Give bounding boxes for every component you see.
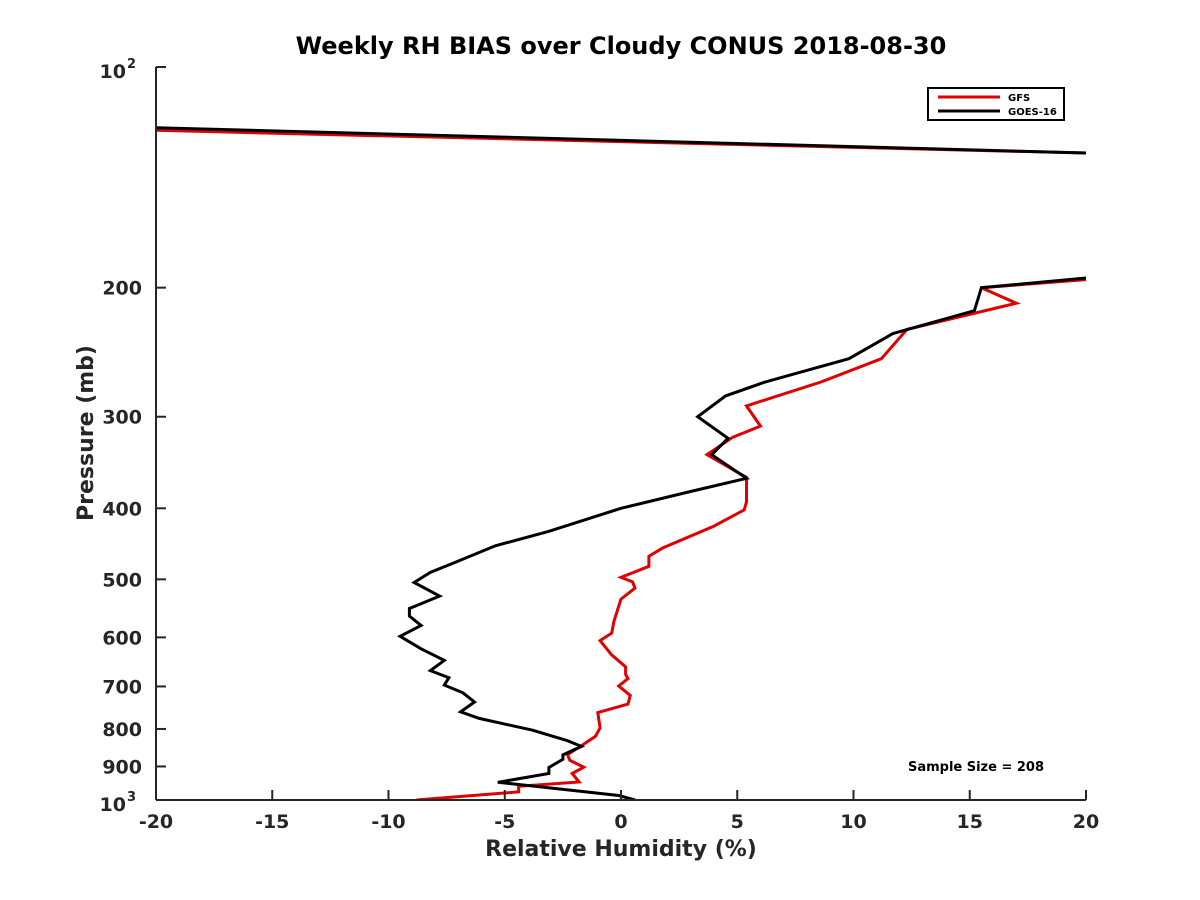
y-tick-label: 800 xyxy=(102,719,142,741)
x-tick-label: 0 xyxy=(614,811,627,833)
y-tick-label: 10 xyxy=(100,61,126,83)
legend-label: GFS xyxy=(1008,93,1030,104)
x-tick-label: 5 xyxy=(731,811,744,833)
y-tick-label: 200 xyxy=(102,278,142,300)
x-tick-label: -10 xyxy=(371,811,405,833)
chart-title: Weekly RH BIAS over Cloudy CONUS 2018-08… xyxy=(296,32,947,60)
x-tick-label: 15 xyxy=(957,811,983,833)
legend-box xyxy=(927,87,1065,121)
legend: GFS GOES-16 xyxy=(927,87,1065,121)
y-tick-label: 10 xyxy=(100,794,126,816)
y-tick-label: 300 xyxy=(102,407,142,429)
plot-area xyxy=(156,126,1086,800)
x-tick-label: 20 xyxy=(1073,811,1099,833)
series-line-goes-16-2 xyxy=(397,276,1086,800)
y-tick-label: 500 xyxy=(102,569,142,591)
x-tick-label: -5 xyxy=(494,811,515,833)
x-tick-label: -15 xyxy=(255,811,289,833)
series-line-goes-16-1 xyxy=(156,126,1086,155)
y-tick-label: 400 xyxy=(102,498,142,520)
series-line-gfs-2 xyxy=(416,278,1086,800)
x-tick-label: -20 xyxy=(139,811,173,833)
y-tick-label: 600 xyxy=(102,627,142,649)
y-tick-exponent: 2 xyxy=(127,57,136,72)
sample-size-annotation: Sample Size = 208 xyxy=(908,760,1044,775)
y-tick-exponent: 3 xyxy=(127,790,136,805)
legend-label: GOES-16 xyxy=(1008,107,1057,118)
y-axis-label: Pressure (mb) xyxy=(74,345,99,521)
x-axis-label: Relative Humidity (%) xyxy=(485,837,757,862)
x-tick-label: 10 xyxy=(840,811,866,833)
y-tick-label: 700 xyxy=(102,676,142,698)
y-tick-label: 900 xyxy=(102,756,142,778)
